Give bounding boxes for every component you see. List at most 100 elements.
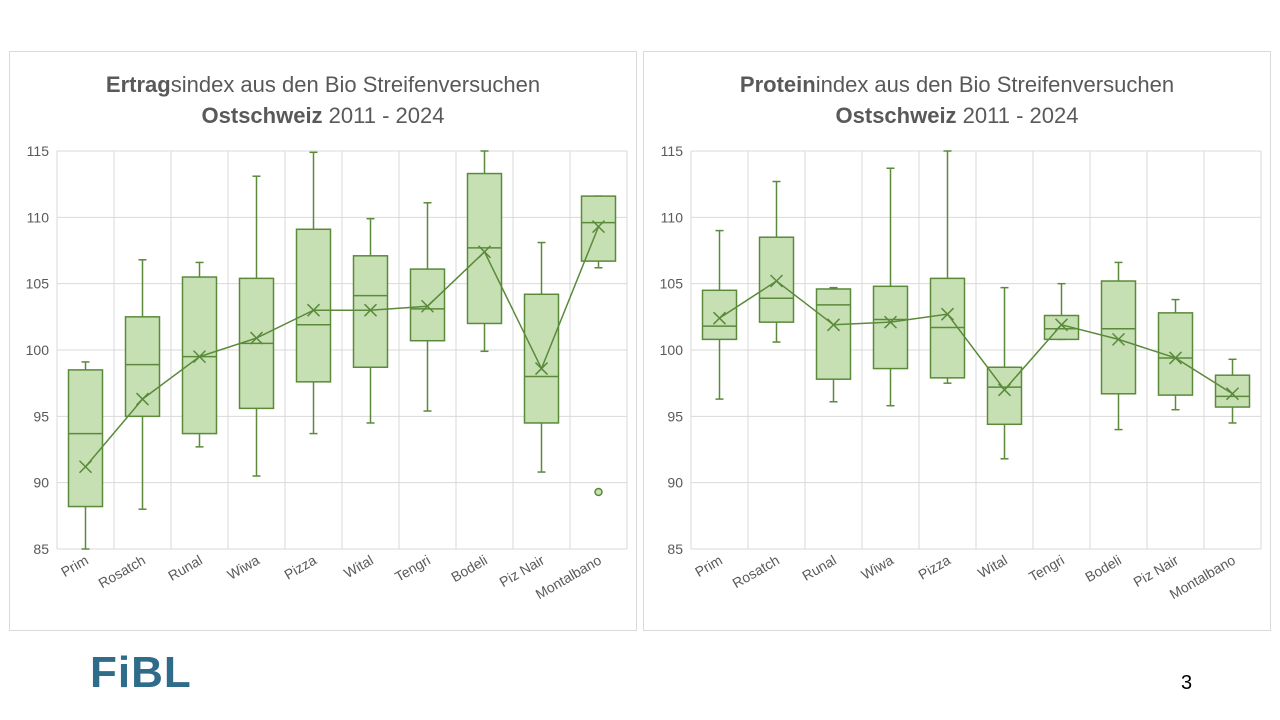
y-tick-label: 115 xyxy=(661,143,684,159)
category-label: Prim xyxy=(58,552,91,580)
category-label: Prim xyxy=(692,552,725,580)
subtitle-bold: Ostschweiz xyxy=(201,103,323,128)
mean-marker xyxy=(712,311,727,325)
mean-marker-stroke xyxy=(192,350,207,364)
mean-marker xyxy=(363,303,378,317)
mean-marker-stroke xyxy=(883,315,898,329)
mean-marker xyxy=(1111,332,1126,346)
protein-boxplot-chart: 85 90 95 100 105 110 115 Prim Rosatch Runal Wiwa Pi… xyxy=(660,143,1262,603)
box-wiwa xyxy=(872,285,909,370)
mean-marker-stroke xyxy=(135,392,150,406)
title-rest: sindex aus den Bio Streifenversuchen xyxy=(170,72,541,97)
y-tick-label: 115 xyxy=(27,143,50,159)
mean-marker xyxy=(591,220,606,234)
mean-line xyxy=(84,226,600,468)
y-tick-label: 90 xyxy=(667,475,683,491)
mean-marker-stroke xyxy=(534,362,549,376)
y-tick-label: 105 xyxy=(660,276,684,292)
mean-marker xyxy=(769,274,784,288)
mean-marker-stroke xyxy=(712,311,727,325)
chart-title: Ertragsindex aus den Bio Streifenversuch… xyxy=(10,69,636,131)
mean-marker-stroke xyxy=(249,331,264,345)
category-label: Tengri xyxy=(392,552,433,585)
mean-marker-stroke xyxy=(78,460,93,474)
mean-marker xyxy=(883,315,898,329)
y-tick-label: 110 xyxy=(27,209,50,225)
mean-marker xyxy=(1168,351,1183,365)
box-montalbano xyxy=(1214,374,1251,408)
mean-marker-stroke xyxy=(940,307,955,321)
chart-panel-yield: Ertragsindex aus den Bio Streifenversuch… xyxy=(9,51,637,631)
mean-marker-stroke xyxy=(306,303,321,317)
category-label: Rosatch xyxy=(96,552,148,592)
y-tick-label: 110 xyxy=(661,209,684,225)
category-label: Wital xyxy=(341,552,376,581)
mean-marker xyxy=(306,303,321,317)
boxes-group xyxy=(67,150,617,550)
mean-marker-stroke xyxy=(826,318,841,332)
mean-marker xyxy=(192,350,207,364)
boxes-group xyxy=(701,150,1251,460)
mean-line xyxy=(719,280,1233,395)
yield-boxplot-chart: 85 90 95 100 105 110 115 Prim Rosatch Runal Wiwa Pi… xyxy=(26,143,628,603)
mean-marker-stroke xyxy=(1054,318,1069,332)
title-rest: index aus den Bio Streifenversuchen xyxy=(815,72,1175,97)
outlier-point xyxy=(594,487,603,497)
mean-marker xyxy=(477,245,492,259)
mean-marker xyxy=(249,331,264,345)
box-runal xyxy=(815,288,852,380)
mean-marker xyxy=(534,362,549,376)
page-number: 3 xyxy=(1181,672,1193,694)
box-wital xyxy=(352,255,389,368)
box-rosatch xyxy=(758,236,795,323)
mean-marker-stroke xyxy=(1111,332,1126,346)
box-piz-nair xyxy=(523,293,560,424)
category-label: Montalbano xyxy=(533,552,605,603)
mean-marker-stroke xyxy=(363,303,378,317)
mean-marker xyxy=(78,460,93,474)
mean-marker-stroke xyxy=(769,274,784,288)
fibl-logo: FiBL xyxy=(90,648,192,697)
box-prim xyxy=(67,369,104,508)
category-label: Wital xyxy=(975,552,1010,581)
mean-marker xyxy=(940,307,955,321)
title-bold: Ertrag xyxy=(105,72,171,97)
mean-marker xyxy=(826,318,841,332)
mean-marker xyxy=(1225,387,1240,401)
box-rosatch xyxy=(124,316,161,418)
mean-marker-stroke xyxy=(1168,351,1183,365)
y-tick-label: 95 xyxy=(667,408,683,424)
y-tick-label: 105 xyxy=(26,276,50,292)
category-label: Pizza xyxy=(281,552,319,583)
mean-marker xyxy=(1054,318,1069,332)
category-label: Wiwa xyxy=(858,552,896,583)
category-label: Montalbano xyxy=(1167,552,1239,603)
category-label: Tengri xyxy=(1026,552,1067,585)
category-label: Bodeli xyxy=(1082,552,1124,585)
mean-marker-stroke xyxy=(1225,387,1240,401)
category-label: Rosatch xyxy=(730,552,782,592)
title-bold: Protein xyxy=(739,72,816,97)
mean-marker-stroke xyxy=(420,299,435,313)
mean-marker-stroke xyxy=(591,220,606,234)
mean-marker xyxy=(997,383,1012,397)
box-tengri xyxy=(409,268,446,342)
mean-marker-stroke xyxy=(997,383,1012,397)
category-label: Bodeli xyxy=(448,552,490,585)
subtitle-bold: Ostschweiz xyxy=(835,103,957,128)
y-tick-label: 85 xyxy=(667,541,683,557)
box-prim xyxy=(701,289,738,341)
category-label: Pizza xyxy=(915,552,953,583)
subtitle-rest: 2011 - 2024 xyxy=(956,103,1079,128)
box-bodeli xyxy=(1100,280,1137,395)
y-tick-label: 100 xyxy=(660,342,684,358)
category-label: Wiwa xyxy=(224,552,262,583)
category-label: Runal xyxy=(799,552,839,584)
box-runal xyxy=(181,276,218,435)
box-wital xyxy=(986,366,1023,426)
y-tick-label: 85 xyxy=(33,541,49,557)
chart-panel-protein: Proteinindex aus den Bio Streifenversuch… xyxy=(643,51,1271,631)
y-tick-label: 95 xyxy=(33,408,49,424)
chart-title: Proteinindex aus den Bio Streifenversuch… xyxy=(644,69,1270,131)
mean-marker xyxy=(420,299,435,313)
